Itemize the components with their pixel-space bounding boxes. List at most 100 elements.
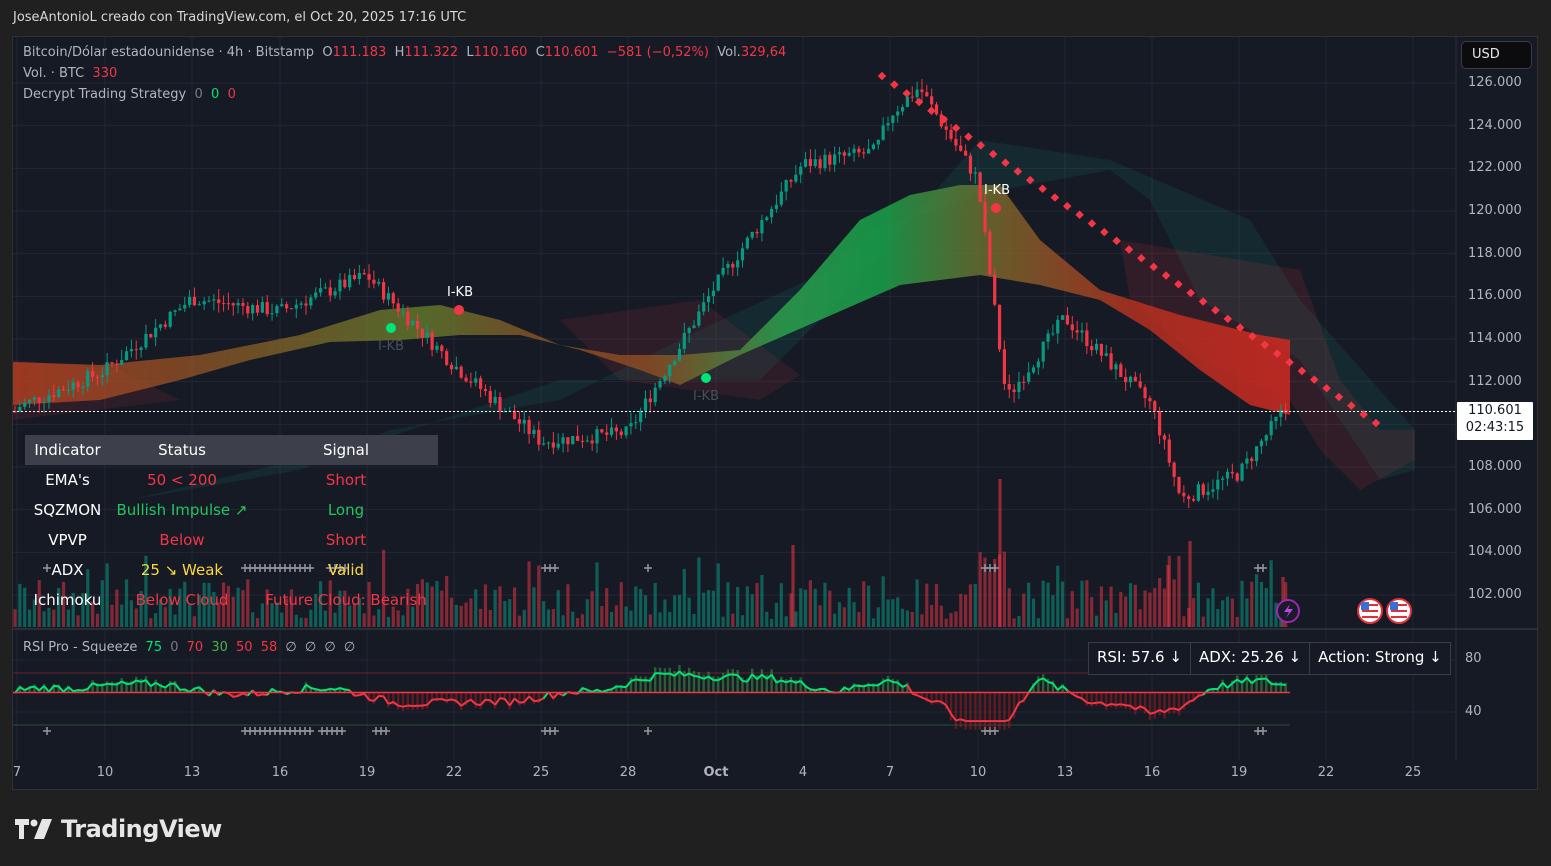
volume-bar — [57, 588, 61, 627]
candle-body — [343, 279, 347, 288]
volume-bar — [1109, 586, 1113, 627]
candle-body — [406, 311, 410, 326]
candle-body — [503, 411, 507, 413]
symbol-title[interactable]: Bitcoin/Dólar estadounidense · 4h · Bits… — [23, 45, 315, 60]
candle-body — [1031, 367, 1036, 373]
candle-body — [42, 401, 46, 403]
flag-stripe — [1362, 604, 1378, 606]
action-status: Action: Strong ↓ — [1318, 648, 1442, 666]
candle-body — [818, 159, 822, 169]
rsi-line — [1047, 681, 1054, 685]
rsi-line — [198, 686, 205, 693]
adx-cross-marker — [382, 727, 390, 735]
candle-body — [411, 320, 415, 326]
volume-bar — [1041, 580, 1045, 627]
rsi-line — [1163, 708, 1170, 714]
trendline-dot — [902, 89, 911, 98]
rsi-line — [572, 692, 578, 695]
volume-bar — [100, 580, 104, 627]
volume-bar — [483, 584, 488, 627]
squeeze-histogram-bar — [28, 686, 31, 693]
rsi-line — [102, 682, 108, 687]
rsi-line — [698, 675, 705, 680]
candle-body — [779, 191, 783, 205]
volume-title[interactable]: Vol. · BTC — [23, 66, 85, 81]
trendline-dot — [1347, 401, 1356, 410]
squeeze-histogram-bar — [610, 688, 613, 693]
candle-body — [1211, 489, 1215, 492]
volume-bar — [212, 591, 216, 627]
candle-body — [1206, 491, 1210, 495]
candle-body — [551, 442, 555, 448]
candle-body — [949, 129, 953, 139]
candle-body — [32, 397, 36, 400]
squeeze-histogram-bar — [930, 692, 933, 705]
volume-bar — [289, 589, 294, 627]
candle-body — [382, 282, 386, 300]
rsi-line — [926, 698, 933, 703]
candle-body — [333, 291, 337, 296]
squeeze-histogram-bar — [969, 692, 972, 730]
volume-bar — [920, 614, 924, 627]
volume-bar — [1070, 591, 1074, 627]
candle-body — [1158, 410, 1162, 436]
candle-body — [454, 366, 458, 370]
volume-bar — [900, 608, 905, 627]
rsi-line — [330, 687, 336, 691]
volume-bar — [37, 580, 41, 627]
price-axis-label: 122.000 — [1468, 160, 1522, 176]
price-axis-label: 114.000 — [1468, 331, 1522, 346]
table-row: ADX 25 ↘ Weak Valid — [51, 561, 365, 579]
candle-body — [57, 389, 61, 397]
squeeze-histogram-bar — [232, 692, 235, 699]
volume-bar — [886, 599, 890, 627]
volume-bar — [386, 616, 391, 627]
candle-body — [910, 96, 914, 98]
volume-bar — [71, 592, 75, 627]
squeeze-histogram-bar — [799, 677, 802, 693]
volume-bar — [512, 587, 517, 627]
rsi-line — [179, 688, 185, 691]
volume-bar — [731, 613, 735, 627]
candle-body — [1148, 398, 1152, 402]
volume-bar — [66, 609, 70, 627]
time-axis-label: 10 — [96, 765, 114, 780]
rsi-title[interactable]: RSI Pro - Squeeze — [23, 640, 138, 655]
rsi-line — [1061, 685, 1069, 692]
strategy-title[interactable]: Decrypt Trading Strategy — [23, 87, 187, 102]
volume-bar — [629, 610, 633, 627]
candle-body — [469, 381, 473, 383]
candle-body — [619, 431, 623, 436]
rsi-line — [1057, 685, 1064, 691]
rsi-line — [582, 687, 588, 691]
candle-body — [362, 272, 366, 275]
candle-body — [163, 324, 167, 327]
squeeze-histogram-bar — [1017, 692, 1021, 706]
trendline-dot — [1260, 340, 1270, 350]
candle-body — [542, 443, 546, 445]
candle-body — [964, 150, 968, 156]
tradingview-logo[interactable]: TradingView — [15, 815, 222, 843]
volume-bar — [1206, 598, 1210, 627]
candle-body — [736, 260, 740, 268]
rsi-line — [33, 685, 40, 692]
rsi-line — [344, 688, 350, 692]
trendline-dot — [1198, 297, 1208, 306]
candle-body — [445, 351, 449, 365]
candle-body — [241, 303, 245, 306]
volume-bar — [706, 590, 711, 627]
rsi-line — [1115, 703, 1121, 706]
volume-bar — [1046, 582, 1050, 627]
squeeze-histogram-bar — [634, 675, 637, 693]
currency-button[interactable]: USD — [1461, 41, 1532, 69]
squeeze-histogram-bar — [236, 692, 240, 697]
squeeze-histogram-bar — [1192, 692, 1195, 703]
rsi-line — [43, 685, 50, 693]
squeeze-histogram-bar — [765, 674, 768, 693]
candle-body — [731, 263, 735, 268]
squeeze-histogram-bar — [416, 692, 419, 710]
trendline-dot — [1359, 410, 1368, 419]
rsi-line — [751, 673, 758, 680]
volume-bar — [847, 587, 851, 627]
